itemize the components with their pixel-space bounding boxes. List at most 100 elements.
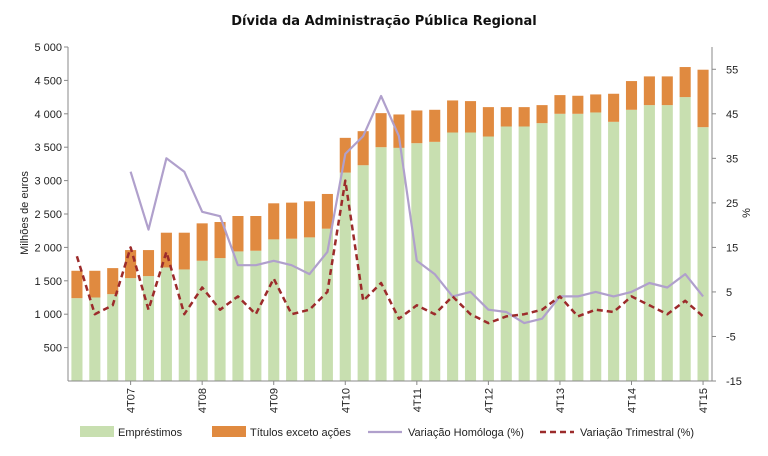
legend-homologa: Variação Homóloga (%) <box>368 427 524 439</box>
bar-emprestimos <box>679 97 691 381</box>
legend-trimestral-label: Variação Trimestral (%) <box>580 427 694 439</box>
bar-emprestimos <box>572 113 584 382</box>
y2-tick-label: 15 <box>726 242 738 254</box>
bar-emprestimos <box>303 237 316 381</box>
bar-titulos <box>590 94 602 113</box>
bar-titulos <box>661 76 673 106</box>
y-tick-label: 1 000 <box>34 309 62 321</box>
bar-emprestimos <box>321 228 333 381</box>
bar-emprestimos <box>125 278 137 381</box>
x-tick-label: 4T10 <box>340 388 352 413</box>
legend-titulos-label: Títulos exceto ações <box>250 427 351 439</box>
bar-titulos <box>160 232 172 268</box>
bar-titulos <box>447 100 459 133</box>
bar-titulos <box>482 107 494 137</box>
y-tick-label: 4 500 <box>34 75 62 87</box>
y2-tick-label: -15 <box>726 376 742 388</box>
bar-emprestimos <box>518 126 530 381</box>
bar-emprestimos <box>429 141 441 381</box>
bar-titulos <box>625 81 638 110</box>
bar-titulos <box>286 202 298 239</box>
bar-emprestimos <box>232 251 244 381</box>
legend-emprestimos-label: Empréstimos <box>118 427 183 439</box>
bar-titulos <box>303 201 316 238</box>
bar-emprestimos <box>71 298 83 381</box>
y-axis-title: Milhões de euros <box>19 171 31 255</box>
y2-tick-label: -5 <box>726 331 736 343</box>
bar-emprestimos <box>554 113 566 382</box>
bar-emprestimos <box>482 136 494 381</box>
bar-titulos <box>178 232 190 270</box>
legend-titulos: Títulos exceto ações <box>212 426 351 439</box>
y-tick-label: 500 <box>44 343 62 355</box>
bar-titulos <box>393 114 405 148</box>
bar-titulos <box>697 69 709 128</box>
bar-emprestimos <box>464 132 477 381</box>
legend: Empréstimos Títulos exceto ações Variação … <box>80 426 694 439</box>
bar-emprestimos <box>107 294 119 381</box>
bar-titulos <box>643 76 655 106</box>
bar-titulos <box>608 93 620 122</box>
bar-emprestimos <box>268 239 280 381</box>
bar-emprestimos <box>142 276 155 381</box>
bar-emprestimos <box>357 165 369 381</box>
legend-emprestimos: Empréstimos <box>80 426 183 439</box>
bar-titulos <box>107 268 119 295</box>
y2-tick-label: 5 <box>726 287 732 299</box>
bar-titulos <box>232 216 244 252</box>
bar-titulos <box>89 270 101 298</box>
legend-homologa-label: Variação Homóloga (%) <box>408 427 524 439</box>
bar-titulos <box>679 67 691 98</box>
bar-emprestimos <box>661 105 673 381</box>
bar-emprestimos <box>160 267 172 381</box>
bar-emprestimos <box>643 105 655 381</box>
bar-emprestimos <box>590 112 602 382</box>
x-tick-label: 4T13 <box>555 388 567 413</box>
x-tick-label: 4T15 <box>698 388 710 413</box>
x-tick-label: 4T14 <box>627 388 639 413</box>
bar-emprestimos <box>608 121 620 381</box>
y-tick-label: 2 000 <box>34 242 62 254</box>
bar-titulos <box>572 95 584 114</box>
y-tick-label: 5 000 <box>34 42 62 54</box>
line-variacao-homologa <box>129 94 704 325</box>
x-tick-label: 4T11 <box>412 388 424 412</box>
y-tick-label: 4 000 <box>34 109 62 121</box>
bar-emprestimos <box>393 147 405 381</box>
bar-emprestimos <box>447 132 459 381</box>
bar-emprestimos <box>196 260 208 381</box>
bar-titulos <box>536 105 548 124</box>
plot-area: 500 1 000 1 500 2 000 2 500 3 000 3 500 4 000 4 … <box>34 42 741 413</box>
bar-titulos <box>357 131 369 166</box>
chart-title: Dívida da Administração Pública Regional <box>231 14 537 29</box>
y2-axis-title: % <box>741 208 753 218</box>
bar-titulos <box>125 250 137 279</box>
bar-titulos <box>321 193 333 229</box>
x-tick-label: 4T12 <box>483 388 495 413</box>
line-variacao-trimestral <box>75 179 704 325</box>
bar-titulos <box>429 109 441 142</box>
x-tick-label: 4T07 <box>126 388 138 413</box>
bar-titulos <box>142 250 155 277</box>
x-tick-label: 4T08 <box>197 388 209 413</box>
legend-emprestimos-swatch <box>80 426 114 437</box>
bar-titulos <box>464 101 477 133</box>
y2-tick-label: 45 <box>726 109 738 121</box>
bar-emprestimos <box>178 269 190 381</box>
bar-emprestimos <box>89 297 101 381</box>
y2-tick-label: 25 <box>726 198 738 210</box>
bar-titulos <box>518 107 530 127</box>
bar-emprestimos <box>214 258 226 381</box>
bar-emprestimos <box>286 238 298 381</box>
bar-emprestimos <box>500 126 512 381</box>
bar-titulos <box>411 110 423 144</box>
bar-titulos <box>71 270 83 299</box>
y-tick-label: 1 500 <box>34 276 62 288</box>
legend-titulos-swatch <box>212 426 246 437</box>
bar-emprestimos <box>375 147 387 381</box>
bar-emprestimos <box>697 127 709 381</box>
bar-emprestimos <box>536 123 548 381</box>
x-tick-label: 4T09 <box>269 388 281 413</box>
bar-titulos <box>214 222 226 259</box>
bar-titulos <box>250 216 262 251</box>
